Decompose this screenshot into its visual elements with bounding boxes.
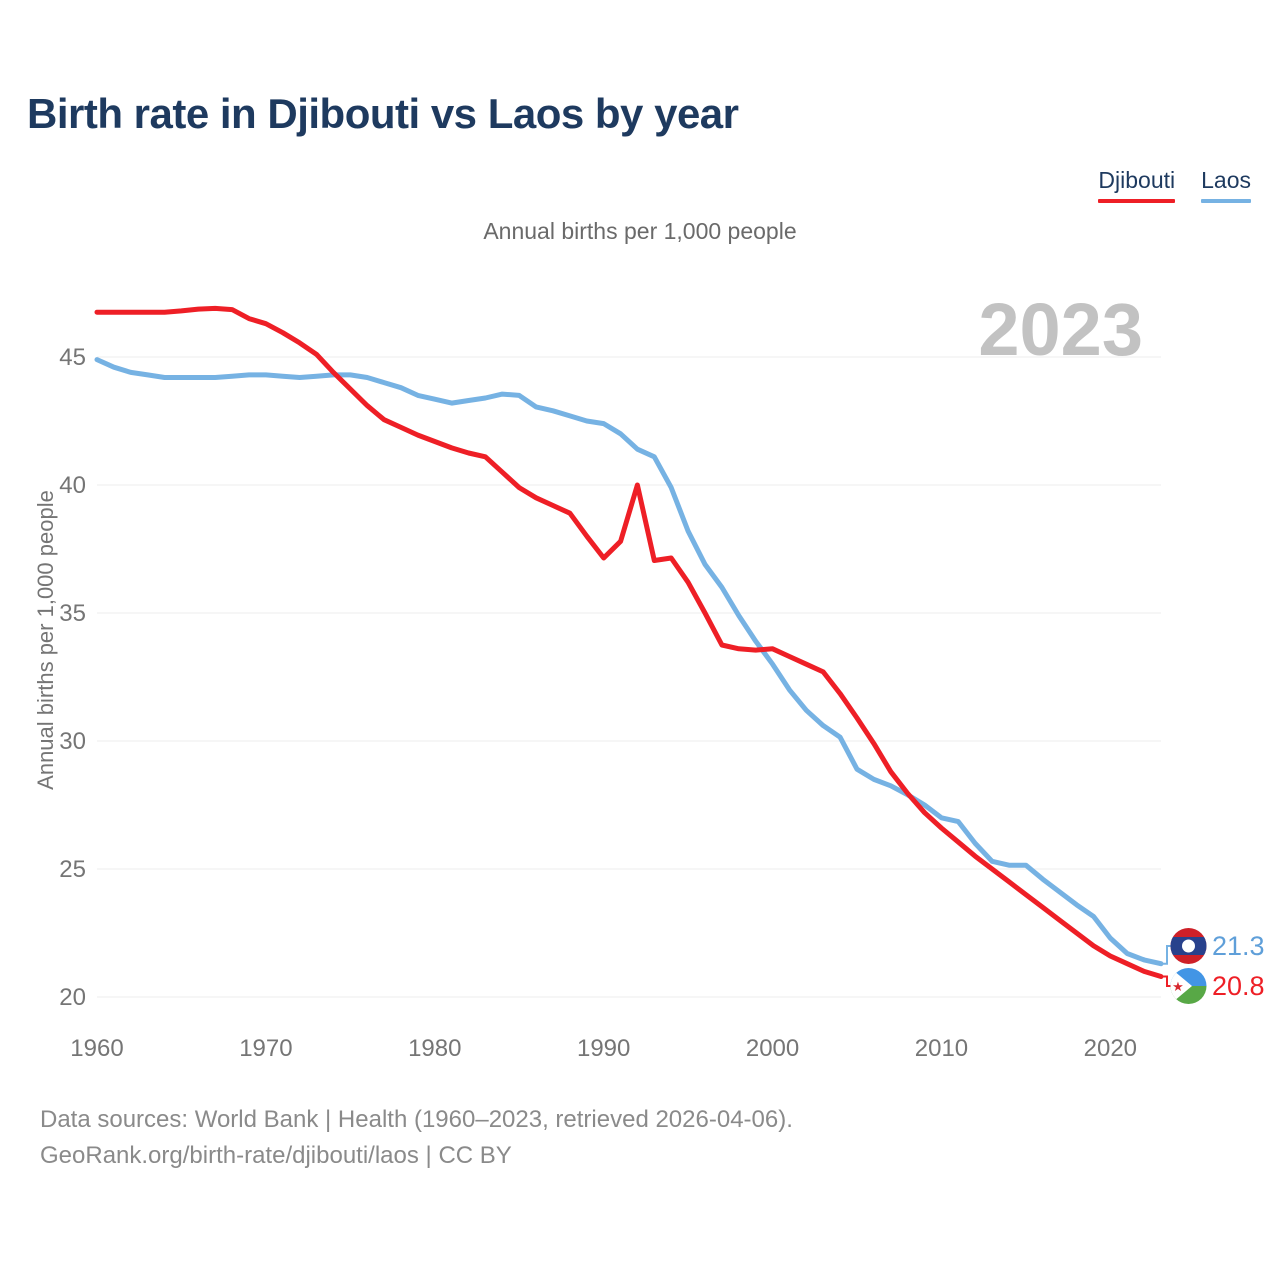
x-tick-label: 1970 [239,1035,292,1062]
djibouti-star-icon: ★ [1172,979,1184,994]
laos-connector [1161,945,1171,965]
legend-swatch-laos [1201,199,1251,203]
legend-label-laos: Laos [1201,167,1251,193]
djibouti-connector [1161,975,1171,987]
legend: Djibouti Laos [1098,167,1251,203]
y-tick-label: 40 [59,472,86,499]
y-tick-label: 30 [59,728,86,755]
legend-swatch-djibouti [1098,199,1176,203]
year-watermark: 2023 [978,288,1143,371]
x-tick-label: 1960 [70,1035,123,1062]
x-tick-label: 1980 [408,1035,461,1062]
data-sources-line: Data sources: World Bank | Health (1960–… [40,1106,793,1133]
y-axis-title: Annual births per 1,000 people [33,490,58,790]
laos-end-value: 21.3 [1212,931,1265,961]
y-tick-label: 20 [59,984,86,1011]
laos-flag-icon [1170,928,1207,964]
chart-subtitle: Annual births per 1,000 people [483,218,797,244]
legend-label-djibouti: Djibouti [1098,167,1176,193]
legend-item-laos[interactable]: Laos [1201,167,1251,203]
footer: Data sources: World Bank | Health (1960–… [40,1102,793,1174]
y-tick-label: 45 [59,344,86,371]
x-tick-label: 1990 [577,1035,630,1062]
djibouti-end-value: 20.8 [1212,971,1265,1001]
x-tick-label: 2000 [746,1035,799,1062]
y-tick-label: 35 [59,600,86,627]
legend-item-djibouti[interactable]: Djibouti [1098,167,1176,203]
y-tick-label: 25 [59,856,86,883]
x-tick-label: 2020 [1084,1035,1137,1062]
page-title: Birth rate in Djibouti vs Laos by year [27,90,739,137]
djibouti-flag-icon: ★ [1170,968,1207,1004]
djibouti-line [94,305,1164,979]
attribution-line: GeoRank.org/birth-rate/djibouti/laos | C… [40,1142,512,1169]
x-tick-label: 2010 [915,1035,968,1062]
laos-line [94,357,1164,967]
